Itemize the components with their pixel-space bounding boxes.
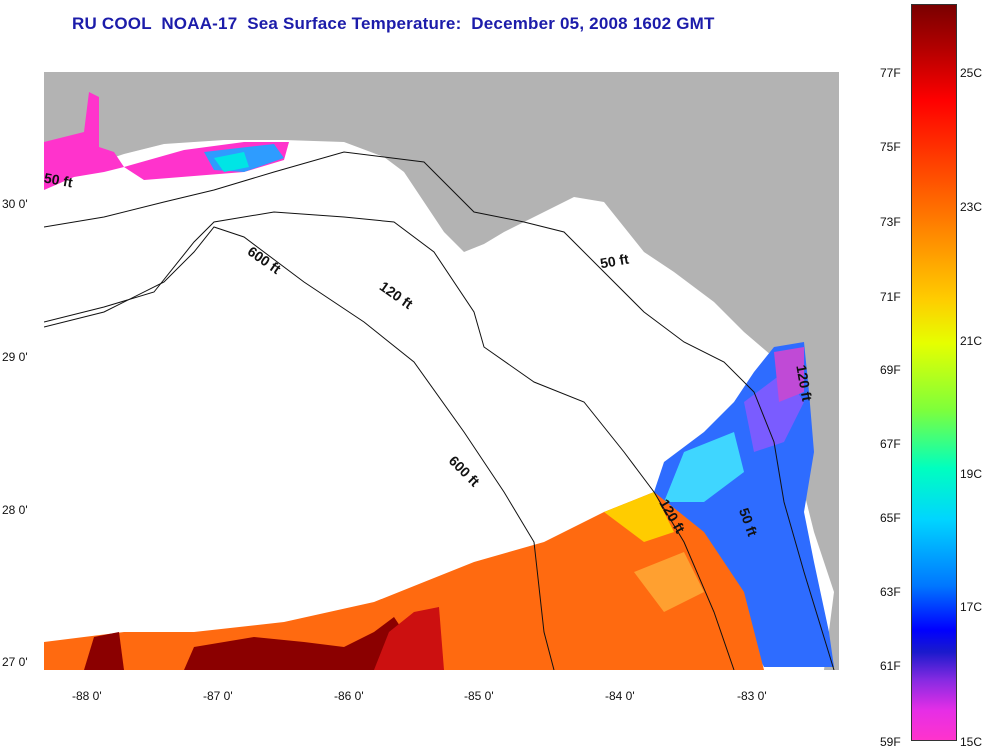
colorbar-label-f: 73F xyxy=(880,215,901,229)
temperature-colorbar xyxy=(911,4,957,741)
lat-label: 27 0' xyxy=(2,655,28,669)
lon-label: -86 0' xyxy=(334,689,364,703)
land-mass xyxy=(44,72,839,670)
colorbar-label-f: 77F xyxy=(880,66,901,80)
colorbar-label-c: 25C xyxy=(960,66,983,80)
colorbar-label-f: 65F xyxy=(880,511,901,525)
colorbar-label-c: 15C xyxy=(960,735,983,749)
lat-label: 29 0' xyxy=(2,350,28,364)
lon-label: -88 0' xyxy=(72,689,102,703)
lat-label: 28 0' xyxy=(2,503,28,517)
colorbar-label-f: 61F xyxy=(880,659,901,673)
colorbar-label-c: 21C xyxy=(960,334,983,348)
lat-label: 30 0' xyxy=(2,197,28,211)
lon-label: -84 0' xyxy=(605,689,635,703)
colorbar-label-c: 23C xyxy=(960,200,983,214)
colorbar-label-f: 69F xyxy=(880,363,901,377)
colorbar-label-f: 75F xyxy=(880,140,901,154)
colorbar-label-c: 17C xyxy=(960,600,983,614)
colorbar-label-f: 71F xyxy=(880,290,901,304)
colorbar-label-f: 63F xyxy=(880,585,901,599)
lon-label: -85 0' xyxy=(464,689,494,703)
colorbar-label-f: 67F xyxy=(880,437,901,451)
colorbar-label-c: 19C xyxy=(960,467,983,481)
colorbar-label-f: 59F xyxy=(880,735,901,749)
map-title: RU COOL NOAA-17 Sea Surface Temperature:… xyxy=(72,14,715,33)
sst-map xyxy=(44,72,839,670)
lon-label: -87 0' xyxy=(203,689,233,703)
lon-label: -83 0' xyxy=(737,689,767,703)
